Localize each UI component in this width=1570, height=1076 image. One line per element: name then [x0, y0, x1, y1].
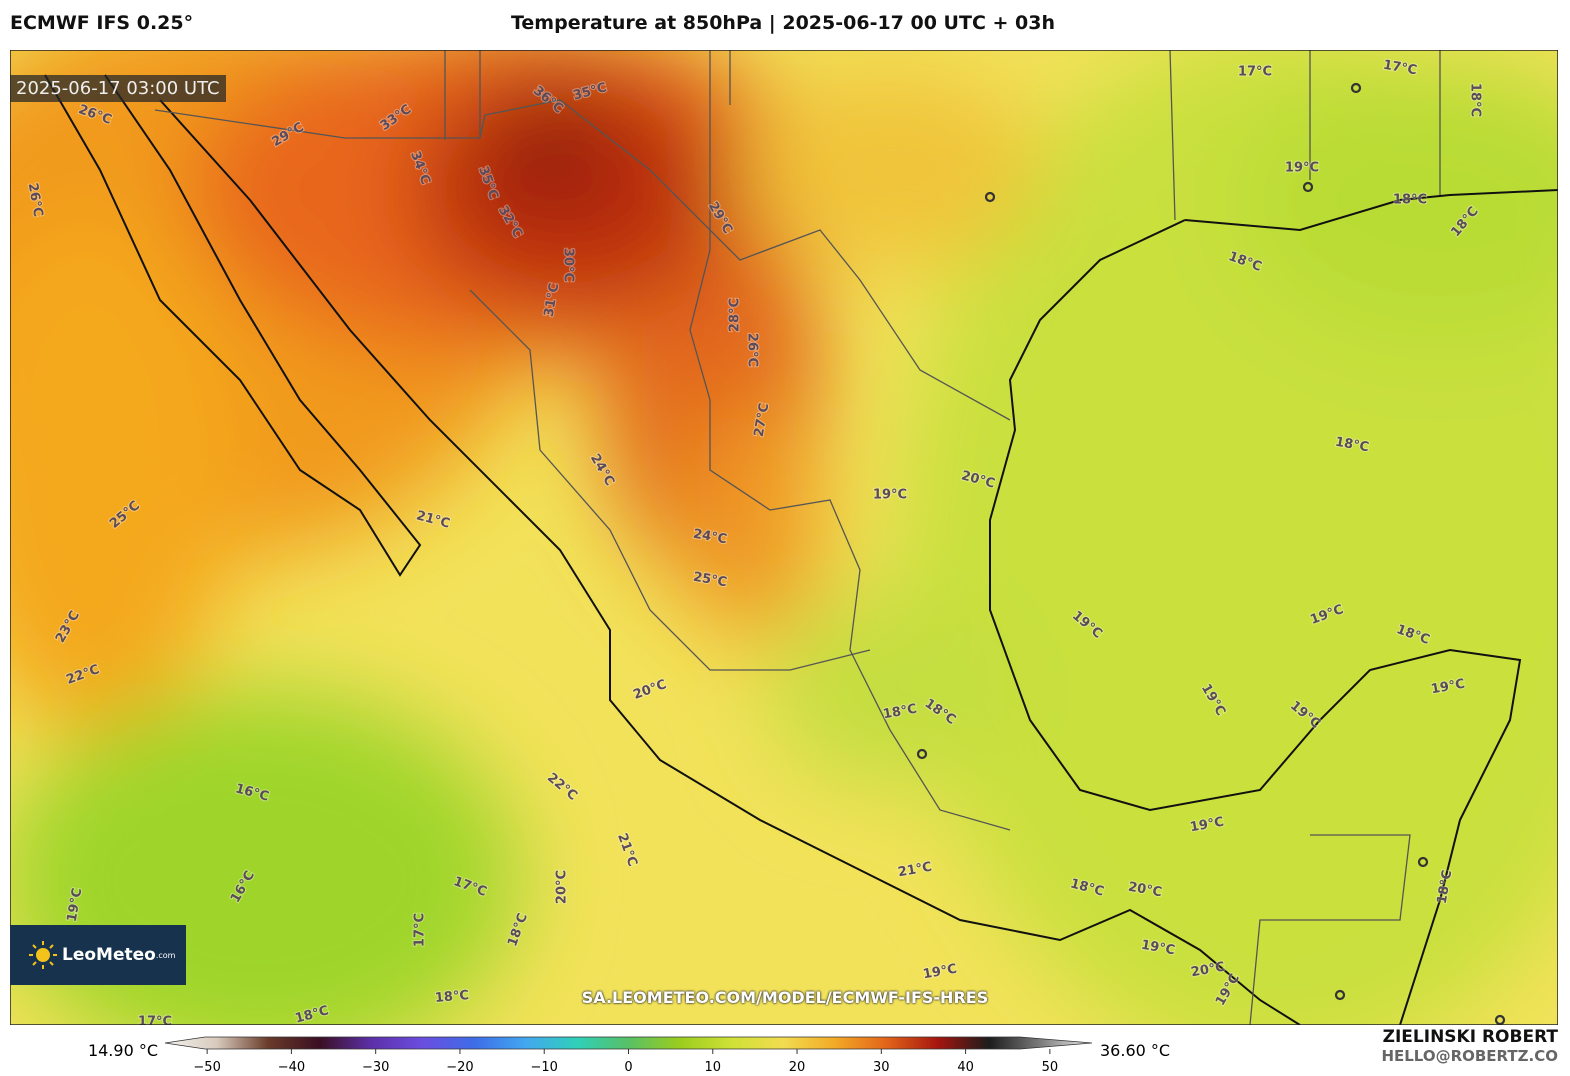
author: ZIELINSKI ROBERT: [1382, 1027, 1558, 1047]
contour-label: 28°C: [728, 298, 743, 332]
colorbar-tick-label: −30: [362, 1060, 389, 1075]
contour-label: 19°C: [65, 887, 86, 923]
contour-label: 19°C: [1189, 815, 1225, 836]
logo-suffix: .com: [155, 950, 176, 960]
email: HELLO@ROBERTZ.CO: [1381, 1047, 1558, 1065]
contour-label: 18°C: [1393, 193, 1427, 208]
colorbar-tick-label: 20: [789, 1060, 806, 1075]
contour-label: 19°C: [1285, 161, 1319, 176]
contour-label: 25°C: [692, 570, 728, 591]
contour-label: 20°C: [1190, 960, 1226, 981]
contour-label: 18°C: [434, 988, 469, 1006]
contour-label: 24°C: [692, 527, 728, 548]
colorbar-tick-label: 40: [957, 1060, 974, 1075]
contour-label: 17°C: [1382, 58, 1418, 79]
colorbar-max: 36.60 °C: [1100, 1041, 1170, 1060]
logo-brand: LeoMeteo: [62, 945, 156, 965]
colorbar-min: 14.90 °C: [88, 1041, 158, 1060]
contour-label: 18°C: [1435, 869, 1456, 905]
colorbar-tick-label: 10: [704, 1060, 721, 1075]
credits: ZIELINSKI ROBERT HELLO@ROBERTZ.CO: [1381, 1027, 1558, 1065]
colorbar-tick-label: 50: [1042, 1060, 1059, 1075]
logo: LeoMeteo .com: [10, 925, 186, 985]
contour-label: 20°C: [1127, 880, 1163, 901]
map-title: Temperature at 850hPa | 2025-06-17 00 UT…: [510, 12, 1056, 34]
borders: [154, 50, 1441, 1025]
contour-label: 26°C: [25, 182, 46, 218]
colorbar-tick-label: −40: [278, 1060, 305, 1075]
contour-label: 19°C: [922, 962, 958, 983]
contour-label: 26°C: [745, 333, 760, 367]
logo-icon: [29, 941, 57, 969]
colorbar-tick-label: 0: [624, 1060, 632, 1075]
colorbar-tick-label: 30: [873, 1060, 890, 1075]
coastlines: [44, 74, 1558, 1025]
colorbar-tick-label: −50: [193, 1060, 220, 1075]
contour-label: 17°C: [138, 1015, 172, 1026]
valid-time: 2025-06-17 03:00 UTC: [10, 75, 226, 102]
contour-label: 19°C: [1430, 677, 1466, 698]
colorbar-tick-label: −20: [446, 1060, 473, 1075]
contour-label: 18°C: [882, 702, 918, 723]
cities: [916, 82, 1506, 1025]
contour-label: 30°C: [561, 248, 576, 282]
colorbar-tick-label: −10: [531, 1060, 558, 1075]
temperature-field: 26°C26°C29°C33°C34°C36°C 35°C35°C32°C30°C…: [10, 50, 1558, 1025]
contour-label: 17°C: [1238, 65, 1272, 80]
map: 26°C26°C29°C33°C34°C36°C 35°C35°C32°C30°C…: [10, 50, 1558, 1025]
contour-label: 18°C: [294, 1003, 331, 1025]
contour-label: 19°C: [873, 488, 907, 503]
contour-label: 21°C: [897, 860, 933, 881]
contour-label: 18°C: [1468, 83, 1483, 117]
contour-label: 19°C: [1140, 938, 1176, 959]
contour-label: 27°C: [752, 402, 773, 438]
colorbar-bar: [164, 1036, 1093, 1050]
contour-label: 31°C: [542, 282, 563, 318]
contour-label: 20°C: [555, 870, 570, 904]
colorbar: 14.90 °C 36.60 °C −50 −40 −30 −20 −10 0 10 20 30…: [88, 1036, 1170, 1075]
model-title: ECMWF IFS 0.25°: [10, 12, 194, 34]
contour-label: 18°C: [1334, 435, 1370, 456]
contour-label: 17°C: [413, 913, 428, 947]
watermark: SA.LEOMETEO.COM/MODEL/ECMWF-IFS-HRES: [581, 988, 989, 1007]
